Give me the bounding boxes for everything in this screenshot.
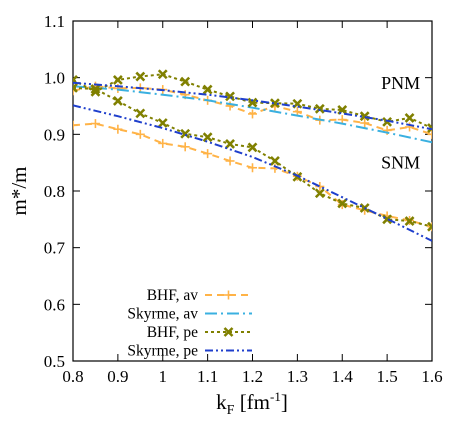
bhf-av-point — [225, 156, 235, 166]
bhf-av-point — [248, 109, 257, 119]
bhf-pe-point — [292, 98, 303, 109]
x-tick-labels: 0.8 0.9 1 1.1 1.2 1.3 1.4 1.5 1.6 — [62, 367, 442, 386]
bhf-pe-point — [112, 95, 123, 106]
bhf-pe-point — [314, 188, 325, 199]
bhf-pe-point — [404, 216, 415, 226]
annotation-pnm: PNM — [381, 73, 420, 93]
skyrme-av-line — [73, 85, 432, 144]
legend-label-skyrme-pe: Skyrme, pe — [127, 343, 198, 360]
bhf-av-point — [315, 181, 325, 191]
y-axis-label: m*/m — [7, 166, 31, 215]
x-axis-label-superscript: -1 — [270, 389, 281, 404]
bhf-av-point — [135, 129, 145, 139]
bhf-av-point — [73, 120, 78, 130]
bhf-pe-point — [427, 221, 432, 232]
bhf-pe-point — [359, 111, 370, 122]
bhf-pe-point — [247, 97, 258, 108]
y-tick-labels: 0.5 0.6 0.7 0.8 0.9 1.0 1.1 — [44, 12, 66, 371]
x-tick-label: 1 — [159, 367, 168, 386]
bhf-av-point — [248, 163, 257, 173]
y-tick-label: 1.0 — [44, 69, 65, 88]
legend-label-skyrme-av: Skyrme, av — [127, 306, 198, 323]
bhf-pe-point — [202, 132, 213, 143]
bhf-av-point — [90, 119, 100, 129]
bhf-pe-point — [314, 103, 325, 114]
x-tick-label: 1.2 — [242, 367, 263, 386]
annotations: PNM SNM — [381, 73, 420, 172]
bhf-pe-point — [382, 116, 393, 127]
x-tick-label: 1.3 — [287, 367, 308, 386]
bhf-pe-point — [157, 118, 168, 128]
bhf-av-point — [360, 118, 370, 128]
x-axis-label-unit: [fm — [234, 390, 270, 414]
bhf-av-point — [180, 142, 190, 152]
bhf-pe-point — [157, 69, 168, 80]
x-tick-label: 1.5 — [377, 367, 398, 386]
bhf-pe-point — [112, 75, 123, 85]
bhf-av-point — [427, 129, 432, 139]
bhf-av-point — [113, 124, 123, 134]
x-tick-label: 1.6 — [421, 367, 442, 386]
legend-bhf-av-point — [224, 290, 233, 300]
bhf-pe-point — [180, 76, 191, 87]
y-tick-label: 0.9 — [44, 125, 65, 144]
skyrme-pe-line — [73, 104, 432, 242]
bhf-pe-point — [73, 82, 78, 93]
bhf-av-point — [203, 149, 213, 159]
bhf-pe-point — [135, 108, 146, 119]
bhf-pe-point — [225, 91, 235, 102]
bhf-pe-point — [404, 112, 415, 123]
y-tick-label: 1.1 — [44, 12, 65, 31]
annotation-snm: SNM — [381, 152, 420, 172]
legend-bhf-pe-point — [223, 327, 234, 337]
legend-label-bhf-pe: BHF, pe — [147, 324, 198, 341]
bhf-pe-point — [90, 86, 101, 97]
bhf-pe-line — [73, 86, 432, 228]
bhf-pe-point — [247, 142, 258, 153]
y-tick-label: 0.8 — [44, 182, 65, 201]
x-tick-label: 0.9 — [107, 367, 128, 386]
x-tick-label: 1.1 — [197, 367, 218, 386]
bhf-pe-point — [202, 84, 213, 95]
skyrme-pe-line — [73, 81, 432, 131]
bhf-pe-point — [180, 128, 191, 139]
bhf-pe-point — [90, 84, 101, 94]
bhf-pe-point — [225, 139, 235, 149]
x-tick-label: 1.4 — [332, 367, 354, 386]
bhf-pe-point — [337, 198, 348, 209]
x-axis-label-base: k — [216, 390, 227, 414]
y-tick-label: 0.5 — [44, 352, 65, 371]
bhf-av-point — [427, 222, 432, 232]
legend-label-bhf-av: BHF, av — [147, 287, 199, 304]
bhf-pe-series — [73, 69, 432, 232]
bhf-av-series — [73, 81, 432, 232]
x-tick-label: 0.8 — [62, 367, 83, 386]
bhf-av-line — [73, 122, 432, 228]
x-axis-label-subscript: F — [227, 403, 235, 418]
bhf-pe-point — [270, 156, 280, 166]
skyrme-av-series — [73, 85, 432, 144]
bhf-av-point — [158, 138, 168, 148]
bhf-pe-point — [135, 71, 146, 82]
y-tick-label: 0.6 — [44, 295, 65, 314]
series-layer — [73, 69, 432, 242]
x-axis-label-close: ] — [281, 390, 288, 414]
bhf-pe-point — [270, 98, 280, 109]
skyrme-pe-series — [73, 81, 432, 242]
bhf-pe-point — [427, 123, 432, 134]
x-axis-label: kF [fm-1] — [216, 389, 288, 418]
y-tick-label: 0.7 — [44, 239, 66, 258]
